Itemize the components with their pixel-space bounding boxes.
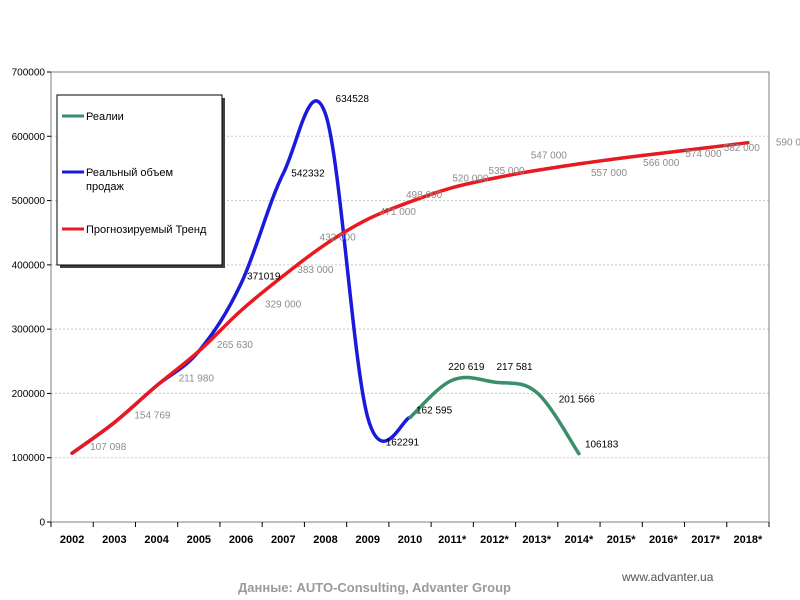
y-tick-label: 300000: [12, 325, 46, 336]
x-tick-label: 2018*: [733, 534, 762, 546]
data-label-realii: 106183: [585, 440, 619, 451]
data-label-real_sales: 162291: [386, 438, 420, 449]
series-layer: [70, 99, 750, 456]
y-tick-label: 100000: [12, 453, 46, 464]
data-label-trend: 107 098: [90, 442, 127, 453]
x-tick-label: 2013*: [522, 534, 551, 546]
legend-label-trend: Прогнозируемый Тренд: [86, 224, 207, 236]
data-label-trend: 211 980: [179, 374, 215, 385]
x-tick-label: 2017*: [691, 534, 720, 546]
y-tick-label: 700000: [12, 68, 46, 79]
data-label-trend: 582 000: [724, 143, 761, 154]
data-label-trend: 566 000: [643, 158, 680, 169]
data-labels: 107 098 154 769 211 980 265 630 329 000 383 0…: [90, 94, 800, 453]
data-label-trend: 547 000: [531, 150, 568, 161]
legend-box: [56, 94, 223, 266]
data-label-trend: 329 000: [265, 300, 302, 311]
data-label-trend: 154 769: [134, 411, 171, 422]
data-label-trend: 520 000: [452, 174, 489, 185]
series-line-trend: [70, 140, 750, 455]
data-label-real_sales: 634528: [336, 94, 370, 105]
data-label-trend: 432 000: [320, 232, 357, 243]
series-line-realii: [408, 375, 581, 456]
x-tick-label: 2006: [229, 534, 253, 546]
x-tick-label: 2011*: [438, 534, 467, 546]
y-axis: 0 100000 200000 300000 400000 500000 600000 700…: [12, 68, 51, 529]
data-label-trend: 498 000: [406, 190, 443, 201]
legend: Реалии Реальный объем продаж Прогнозируе…: [56, 94, 225, 268]
data-label-trend: 574 000: [685, 149, 722, 160]
footer-site: www.advanter.ua: [622, 570, 714, 584]
x-tick-label: 2008: [313, 534, 337, 546]
data-label-realii: 220 619: [448, 362, 485, 373]
legend-label-realii: Реалии: [86, 111, 124, 123]
data-label-real_sales: 542332: [291, 168, 325, 179]
plot-frame: [50, 71, 770, 523]
x-tick-label: 2004: [144, 534, 169, 546]
data-label-trend: 590 000: [776, 138, 800, 149]
x-tick-label: 2005: [187, 534, 211, 546]
x-tick-label: 2015*: [607, 534, 636, 546]
x-axis: 2002 2003 2004 2005 2006 2007 2008 2009 2010 2011…: [50, 522, 770, 546]
data-label-realii: 201 566: [559, 394, 596, 405]
x-tick-label: 2010: [398, 534, 422, 546]
x-tick-label: 2003: [102, 534, 126, 546]
x-tick-label: 2007: [271, 534, 295, 546]
x-tick-label: 2016*: [649, 534, 678, 546]
y-tick-label: 500000: [12, 196, 46, 207]
data-label-trend: 383 000: [297, 265, 334, 276]
data-label-realii: 217 581: [496, 362, 533, 373]
data-label-trend: 557 000: [591, 168, 628, 179]
x-tick-label: 2009: [356, 534, 380, 546]
data-label-trend: 535 000: [488, 166, 525, 177]
data-label-trend: 471 000: [380, 207, 417, 218]
y-tick-label: 400000: [12, 260, 46, 271]
x-tick-label: 2002: [60, 534, 84, 546]
x-tick-label: 2012*: [480, 534, 509, 546]
data-label-real_sales: 371019: [247, 271, 281, 282]
data-label-real_sales: 162 595: [416, 405, 453, 416]
y-tick-label: 600000: [12, 132, 46, 143]
legend-label-real-sales: Реальный объем продаж: [86, 167, 176, 193]
y-tick-label: 200000: [12, 389, 46, 400]
y-tick-label: 0: [39, 518, 45, 529]
footer-source: Данные: AUTO-Consulting, Advanter Group: [238, 580, 511, 595]
data-label-trend: 265 630: [217, 340, 254, 351]
x-tick-label: 2014*: [565, 534, 594, 546]
